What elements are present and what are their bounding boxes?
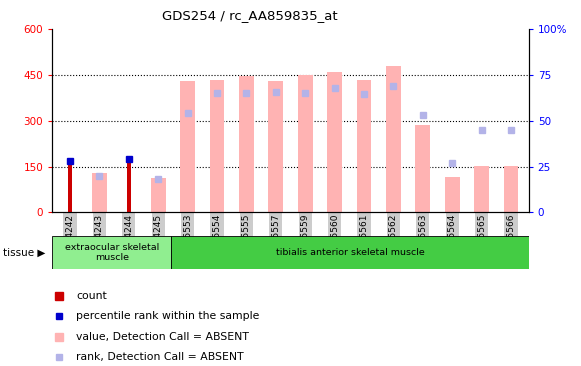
Bar — [68, 165, 72, 212]
Bar — [151, 178, 166, 212]
Bar — [210, 80, 224, 212]
Bar — [386, 66, 401, 212]
Text: tibialis anterior skeletal muscle: tibialis anterior skeletal muscle — [275, 248, 425, 257]
Bar — [268, 81, 283, 212]
Text: count: count — [76, 291, 107, 301]
Bar — [474, 166, 489, 212]
Bar — [415, 125, 430, 212]
Text: extraocular skeletal
muscle: extraocular skeletal muscle — [64, 243, 159, 262]
Bar — [239, 76, 254, 212]
Bar — [357, 80, 371, 212]
Bar — [445, 177, 460, 212]
Bar — [327, 72, 342, 212]
Bar — [127, 163, 131, 212]
Text: rank, Detection Call = ABSENT: rank, Detection Call = ABSENT — [76, 352, 244, 362]
Bar — [92, 173, 107, 212]
Bar — [171, 236, 529, 269]
Text: tissue ▶: tissue ▶ — [3, 247, 45, 258]
Bar — [52, 236, 171, 269]
Text: percentile rank within the sample: percentile rank within the sample — [76, 311, 260, 321]
Bar — [298, 75, 313, 212]
Text: value, Detection Call = ABSENT: value, Detection Call = ABSENT — [76, 332, 249, 341]
Bar — [180, 81, 195, 212]
Bar — [504, 166, 518, 212]
Text: GDS254 / rc_AA859835_at: GDS254 / rc_AA859835_at — [162, 9, 338, 22]
